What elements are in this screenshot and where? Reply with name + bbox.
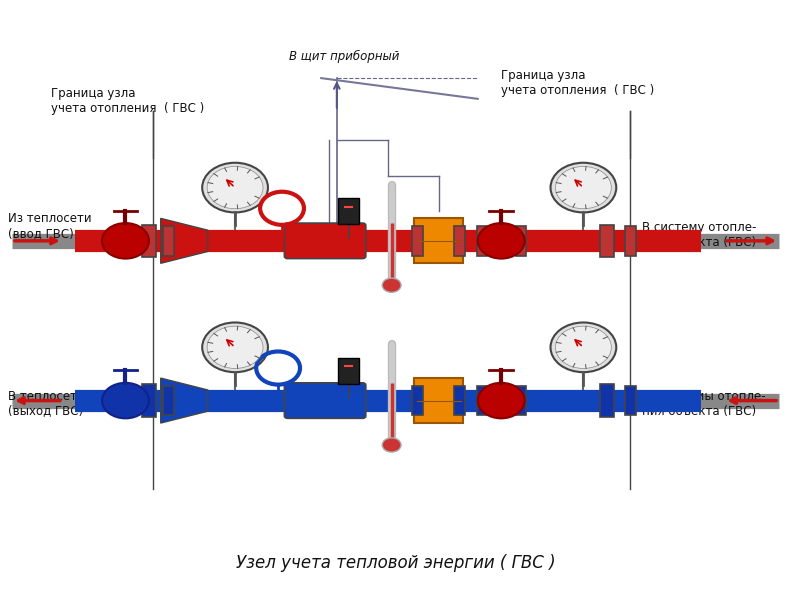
Circle shape [202,322,268,372]
Circle shape [102,223,149,259]
Circle shape [202,163,268,212]
FancyBboxPatch shape [454,226,466,256]
FancyBboxPatch shape [516,386,526,415]
Circle shape [555,326,611,368]
FancyBboxPatch shape [163,386,174,415]
FancyBboxPatch shape [142,224,156,257]
Polygon shape [161,218,208,263]
Text: Из теплосети
(ввод ГВС): Из теплосети (ввод ГВС) [8,212,92,240]
FancyBboxPatch shape [516,226,526,256]
FancyBboxPatch shape [412,386,423,415]
FancyBboxPatch shape [625,226,636,256]
FancyBboxPatch shape [284,383,366,418]
FancyBboxPatch shape [477,386,486,415]
Circle shape [478,223,525,259]
Circle shape [478,383,525,418]
FancyBboxPatch shape [414,218,463,263]
Text: В теплосеть
(выход ГВС): В теплосеть (выход ГВС) [8,389,84,418]
Text: Граница узла
учета отопления  ( ГВС ): Граница узла учета отопления ( ГВС ) [502,69,654,97]
Circle shape [555,166,611,209]
Polygon shape [161,378,208,423]
Text: Из системы отопле-
ния объекта (ГВС): Из системы отопле- ния объекта (ГВС) [642,389,766,418]
Circle shape [550,322,616,372]
Text: В щит приборный: В щит приборный [290,50,400,64]
FancyBboxPatch shape [338,198,358,224]
Text: Граница узла
учета отопления  ( ГВС ): Граница узла учета отопления ( ГВС ) [51,87,204,115]
Circle shape [382,438,401,452]
FancyBboxPatch shape [600,224,614,257]
Circle shape [382,278,401,292]
FancyBboxPatch shape [414,378,463,423]
Text: Узел учета тепловой энергии ( ГВС ): Узел учета тепловой энергии ( ГВС ) [236,554,555,572]
Text: В систему отопле-
ния объекта (ГВС): В систему отопле- ния объекта (ГВС) [642,221,757,249]
FancyBboxPatch shape [142,385,156,417]
FancyBboxPatch shape [454,386,466,415]
Circle shape [207,326,263,368]
Circle shape [102,383,149,418]
Circle shape [550,163,616,212]
FancyBboxPatch shape [625,386,636,415]
FancyBboxPatch shape [163,226,174,256]
FancyBboxPatch shape [477,226,486,256]
FancyBboxPatch shape [600,385,614,417]
FancyBboxPatch shape [338,358,358,384]
FancyBboxPatch shape [412,226,423,256]
Circle shape [207,166,263,209]
FancyBboxPatch shape [284,223,366,259]
